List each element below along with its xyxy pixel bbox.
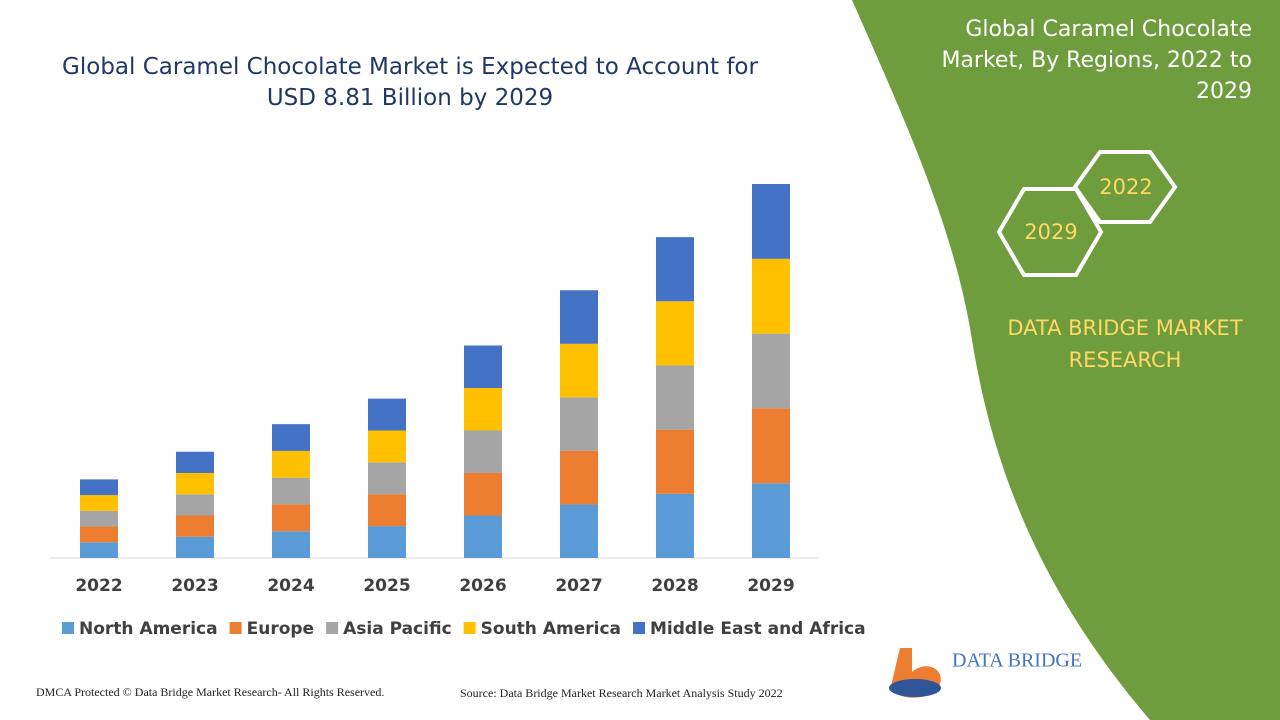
bar-segment: [176, 473, 214, 495]
green-panel: [852, 0, 1280, 720]
bar-segment: [752, 258, 790, 334]
bar-segment: [464, 345, 502, 388]
bar-segment: [752, 184, 790, 259]
bar-segment: [176, 536, 214, 558]
bar-segment: [656, 301, 694, 366]
x-tick-label: 2022: [75, 576, 122, 596]
hexagon: [996, 187, 1104, 277]
hexagon-label: 2022: [1099, 175, 1152, 199]
bar-segment: [752, 333, 790, 409]
x-tick-label: 2027: [555, 576, 602, 596]
x-tick-label: 2026: [459, 576, 506, 596]
bar-segment: [80, 526, 118, 543]
side-title: Global Caramel Chocolate Market, By Regi…: [941, 17, 1252, 104]
legend-swatch: [633, 622, 645, 634]
bar-segment: [464, 515, 502, 558]
bar-segment: [368, 462, 406, 495]
bar-segment: [368, 526, 406, 558]
bar-segment: [272, 450, 310, 478]
bar-segment: [272, 477, 310, 505]
bar-segment: [272, 531, 310, 558]
bar-segment: [560, 450, 598, 505]
bar-segment: [80, 479, 118, 496]
bar-segment: [368, 494, 406, 527]
bar-segment: [464, 430, 502, 473]
hexagon-label: 2029: [1024, 220, 1077, 244]
legend-swatch: [326, 622, 339, 634]
logo-text: DATA BRIDGE: [952, 650, 1082, 672]
footer: DMCA Protected © Data Bridge Market Rese…: [36, 685, 384, 699]
x-tick-label: 2023: [171, 576, 218, 596]
legend-label: Middle East and Africa: [650, 619, 866, 639]
footer: Source: Data Bridge Market Research Mark…: [460, 686, 783, 700]
bar-segment: [560, 290, 598, 344]
bar-segment: [368, 398, 406, 431]
legend-label: Asia Pacific: [343, 619, 452, 639]
x-tick-label: 2029: [747, 576, 794, 596]
bar-segment: [176, 494, 214, 516]
bar-segment: [560, 343, 598, 398]
bar-segment: [272, 504, 310, 532]
bar-segment: [464, 388, 502, 431]
bar-segment: [176, 515, 214, 537]
legend-swatch: [463, 622, 476, 634]
chart-title: Global Caramel Chocolate Market is Expec…: [62, 54, 758, 111]
bar-segment: [656, 237, 694, 302]
legend-swatch: [229, 622, 242, 634]
bar-segment: [560, 397, 598, 451]
bar-segment: [656, 493, 694, 558]
bar-segment: [80, 542, 118, 558]
brand-text: DATA BRIDGE MARKET RESEARCH: [1007, 316, 1243, 372]
bar-segment: [656, 365, 694, 430]
legend-label: South America: [481, 619, 621, 639]
bar-segment: [464, 473, 502, 516]
bar-segment: [752, 408, 790, 484]
x-tick-label: 2024: [267, 576, 314, 596]
legend-label: North America: [79, 619, 218, 639]
bar-segment: [656, 429, 694, 494]
logo-mark: [889, 679, 941, 697]
bar-segment: [752, 483, 790, 558]
bar-segment: [176, 451, 214, 473]
legend-label: Europe: [247, 619, 314, 639]
bar-segment: [80, 510, 118, 527]
bar-segment: [80, 495, 118, 511]
bar-segment: [368, 430, 406, 463]
legend-swatch: [62, 622, 74, 634]
bar-segment: [560, 504, 598, 558]
x-tick-label: 2025: [363, 576, 410, 596]
x-tick-label: 2028: [651, 576, 698, 596]
bar-segment: [272, 424, 310, 451]
